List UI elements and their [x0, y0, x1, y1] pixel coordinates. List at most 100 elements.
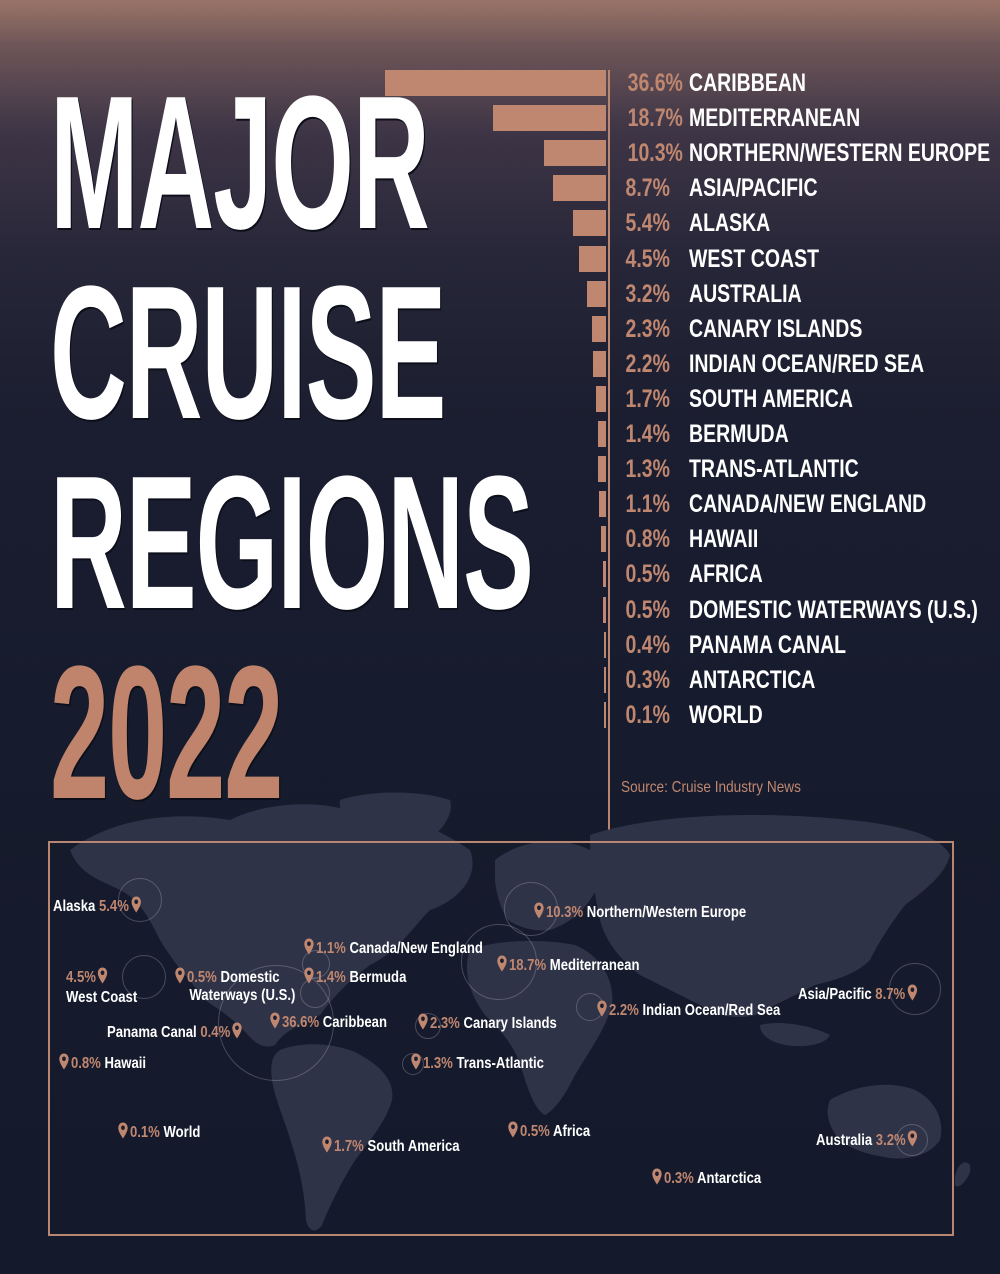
bar-category-label: BERMUDA	[689, 420, 789, 448]
bar	[598, 456, 606, 483]
marker-percent: 2.2%	[608, 1002, 639, 1019]
title-year: 2022	[50, 627, 283, 839]
bar-value-label: 2.2%	[625, 349, 670, 378]
bar-value-label: 0.3%	[625, 665, 670, 694]
map-marker: 1.3% Trans-Atlantic	[409, 1053, 574, 1073]
map-pin-icon	[508, 1121, 519, 1138]
bar-category-label: WEST COAST	[689, 244, 820, 273]
bar	[602, 596, 606, 623]
marker-percent: 0.1%	[129, 1124, 160, 1141]
bar-category-label: SOUTH AMERICA	[689, 384, 853, 413]
bar	[573, 210, 606, 237]
marker-percent: 0.5%	[186, 969, 217, 986]
marker-label: Antarctica	[697, 1170, 762, 1187]
marker-ring	[889, 963, 941, 1015]
marker-label: World	[163, 1124, 201, 1141]
bar-category-label: INDIAN OCEAN/RED SEA	[689, 349, 925, 378]
marker-label: West Coast	[66, 989, 138, 1006]
bar-value-label: 0.1%	[625, 700, 670, 729]
map-marker: 0.3% Antarctica	[650, 1168, 786, 1188]
map-marker: 36.6% Caribbean	[268, 1012, 413, 1032]
bar-value-label: 2.3%	[625, 314, 670, 343]
marker-percent: 5.4%	[98, 898, 129, 915]
bar	[543, 140, 606, 167]
marker-ring	[461, 924, 537, 1000]
map-pin-icon	[597, 1000, 608, 1017]
bar-value-label: 5.4%	[625, 209, 670, 238]
bar-value-label: 0.8%	[625, 525, 670, 554]
bar	[599, 491, 606, 518]
marker-label: Asia/Pacific	[798, 986, 872, 1003]
marker-label: Canada/New England	[349, 940, 483, 957]
bar	[586, 280, 606, 307]
title-regions: REGIONS	[50, 437, 534, 649]
bar-category-label: ALASKA	[689, 209, 771, 238]
bar-category-label: CARIBBEAN	[689, 69, 806, 97]
map-pin-icon	[304, 938, 315, 955]
marker-label: Northern/Western Europe	[586, 904, 747, 921]
map-pin-icon	[304, 967, 315, 984]
map-marker: Panama Canal 0.4%	[107, 1022, 274, 1042]
bar-value-label: 1.7%	[625, 384, 670, 413]
world-map	[70, 792, 971, 1231]
marker-label: Panama Canal	[107, 1024, 197, 1041]
bar	[604, 666, 606, 693]
bar-category-label: NORTHERN/WESTERN EUROPE	[689, 139, 991, 168]
map-marker: 4.5% West Coast	[66, 967, 153, 1007]
bar-category-label: CANADA/NEW ENGLAND	[689, 490, 927, 519]
bar	[384, 70, 606, 96]
map-pin-icon	[59, 1053, 70, 1070]
marker-ring	[896, 1124, 928, 1156]
marker-label: Mediterranean	[549, 957, 640, 974]
map-marker: 1.7% South America	[320, 1136, 490, 1156]
bar-value-label: 1.1%	[625, 490, 670, 519]
marker-percent: 18.7%	[508, 957, 547, 974]
map-marker: Australia 3.2%	[816, 1130, 942, 1150]
bar-value-label: 0.5%	[625, 595, 670, 624]
map-pin-icon	[411, 1053, 422, 1070]
bar	[603, 631, 606, 658]
bar-category-label: TRANS-ATLANTIC	[689, 455, 859, 484]
marker-percent: 36.6%	[281, 1014, 320, 1031]
bar-value-label: 36.6%	[627, 69, 683, 97]
marker-percent: 8.7%	[875, 986, 906, 1003]
map-marker: 1.4% Bermuda	[302, 967, 429, 987]
bar-category-label: ASIA/PACIFIC	[689, 174, 818, 203]
bar-value-label: 0.4%	[625, 630, 670, 659]
marker-percent: 1.4%	[315, 969, 346, 986]
bar-category-label: AFRICA	[689, 560, 763, 589]
bar	[602, 561, 606, 588]
map-pin-icon	[270, 1012, 281, 1029]
marker-ring	[504, 882, 558, 936]
marker-percent: 1.7%	[333, 1138, 364, 1155]
bar	[493, 105, 606, 132]
bar-value-label: 1.4%	[625, 420, 670, 448]
map-pin-icon	[98, 967, 109, 984]
map-pin-icon	[322, 1136, 333, 1153]
bar	[597, 421, 606, 447]
marker-percent: 1.3%	[422, 1055, 453, 1072]
marker-percent: 0.3%	[663, 1170, 694, 1187]
marker-percent: 0.8%	[70, 1055, 101, 1072]
marker-label: Hawaii	[104, 1055, 147, 1072]
map-pin-icon	[175, 967, 186, 984]
marker-percent: 3.2%	[875, 1132, 906, 1149]
chart-axis-line	[608, 70, 610, 840]
bar-value-label: 0.5%	[625, 560, 670, 589]
marker-label: Caribbean	[322, 1014, 387, 1031]
marker-label: Indian Ocean/Red Sea	[642, 1002, 781, 1019]
map-pin-icon	[907, 1130, 918, 1147]
bar-category-label: HAWAII	[689, 525, 759, 554]
bar-category-label: WORLD	[689, 700, 763, 729]
marker-ring	[415, 1013, 441, 1039]
bar	[595, 385, 606, 412]
map-pin-icon	[497, 955, 508, 972]
title-cruise: CRUISE	[50, 247, 446, 459]
marker-label: Alaska	[53, 898, 96, 915]
marker-ring	[402, 1053, 424, 1075]
marker-percent: 10.3%	[545, 904, 584, 921]
bar	[604, 701, 606, 728]
bar-category-label: ANTARCTICA	[689, 665, 816, 694]
marker-label: Africa	[553, 1123, 591, 1140]
bar-category-label: MEDITERRANEAN	[689, 104, 861, 133]
